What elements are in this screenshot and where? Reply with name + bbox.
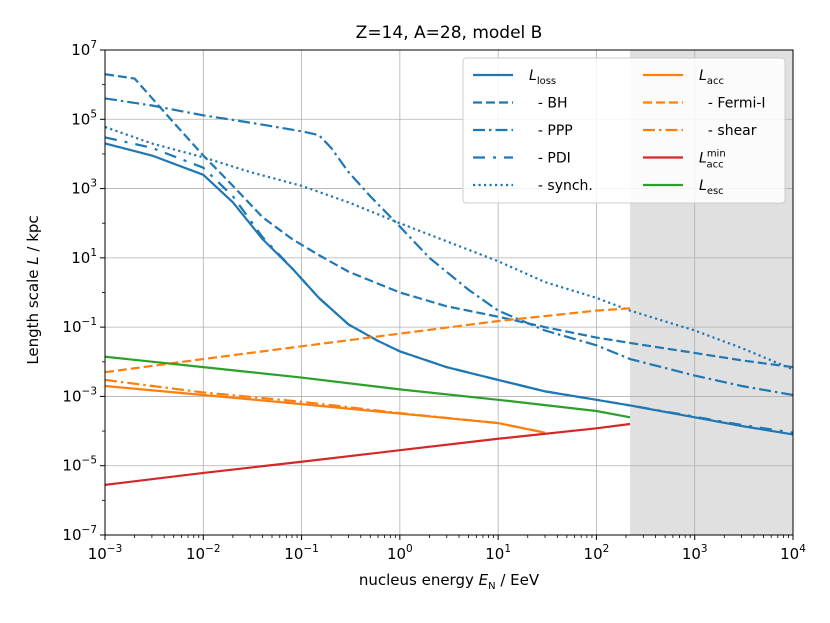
- x-tick-label: 10−2: [186, 543, 221, 563]
- legend-label-fermii: - Fermi-I: [699, 96, 766, 112]
- y-axis-label-suffix: / kpc: [24, 215, 42, 256]
- y-tick-label: 10−5: [62, 455, 97, 475]
- y-axis-label: Length scale L / kpc: [24, 215, 42, 364]
- legend-label-ppp: - PPP: [529, 123, 573, 139]
- x-tick-label: 10−3: [88, 543, 123, 563]
- y-tick-label: 10−3: [62, 385, 97, 405]
- x-axis-label-symbol: E: [479, 571, 489, 589]
- legend-box: [462, 57, 786, 204]
- series-line-l-acc-min: [105, 422, 631, 486]
- legend-label-l-acc: Lacc: [699, 68, 724, 87]
- legend-label-pdi: - PDI: [529, 151, 571, 167]
- y-tick-label: 101: [71, 247, 97, 267]
- series-line-fermii: [105, 307, 631, 374]
- series-line-ppp: [105, 97, 793, 397]
- ticks: 10−3 10−2 10−1 100 101 102 103 104 10−7 10−5 10−3 1…: [62, 39, 806, 563]
- legend-label-shear: - shear: [699, 123, 757, 139]
- series-group: [105, 73, 793, 486]
- x-axis-label: nucleus energy EN / EeV: [359, 571, 540, 592]
- legend-label-bh: - BH: [529, 96, 568, 112]
- x-tick-label: 102: [584, 543, 610, 563]
- y-tick-label: 105: [71, 108, 97, 128]
- series-line-pdi: [105, 136, 793, 434]
- legend-label-l-loss: Lloss: [529, 68, 556, 87]
- legend: Lloss - BH - PPP - PDI - synch. Lacc - Fe…: [462, 57, 786, 204]
- x-tick-label: 10−1: [284, 543, 319, 563]
- series-line-l-esc: [105, 355, 631, 419]
- legend-label-l-esc: Lesc: [699, 178, 724, 197]
- x-tick-label: 103: [682, 543, 708, 563]
- legend-label-l-acc-min: Lmin acc: [699, 149, 726, 171]
- y-tick-label: 107: [71, 39, 97, 59]
- x-tick-label: 104: [780, 543, 806, 563]
- series-line-bh: [105, 73, 793, 369]
- x-tick-label: 101: [485, 543, 511, 563]
- x-tick-label: 100: [387, 543, 413, 563]
- x-axis-label-subscript: N: [488, 581, 495, 592]
- y-axis-label-prefix: Length scale: [24, 265, 42, 365]
- series-line-l-acc: [105, 384, 546, 434]
- legend-label-synch: - synch.: [529, 178, 593, 194]
- y-tick-label: 10−1: [62, 316, 97, 336]
- y-axis-label-symbol: L: [24, 256, 42, 264]
- y-tick-label: 103: [71, 178, 97, 198]
- y-tick-label: 10−7: [62, 524, 97, 544]
- x-axis-label-suffix: / EeV: [496, 571, 540, 589]
- chart-title: Z=14, A=28, model B: [356, 23, 543, 43]
- x-axis-label-prefix: nucleus energy: [359, 571, 479, 589]
